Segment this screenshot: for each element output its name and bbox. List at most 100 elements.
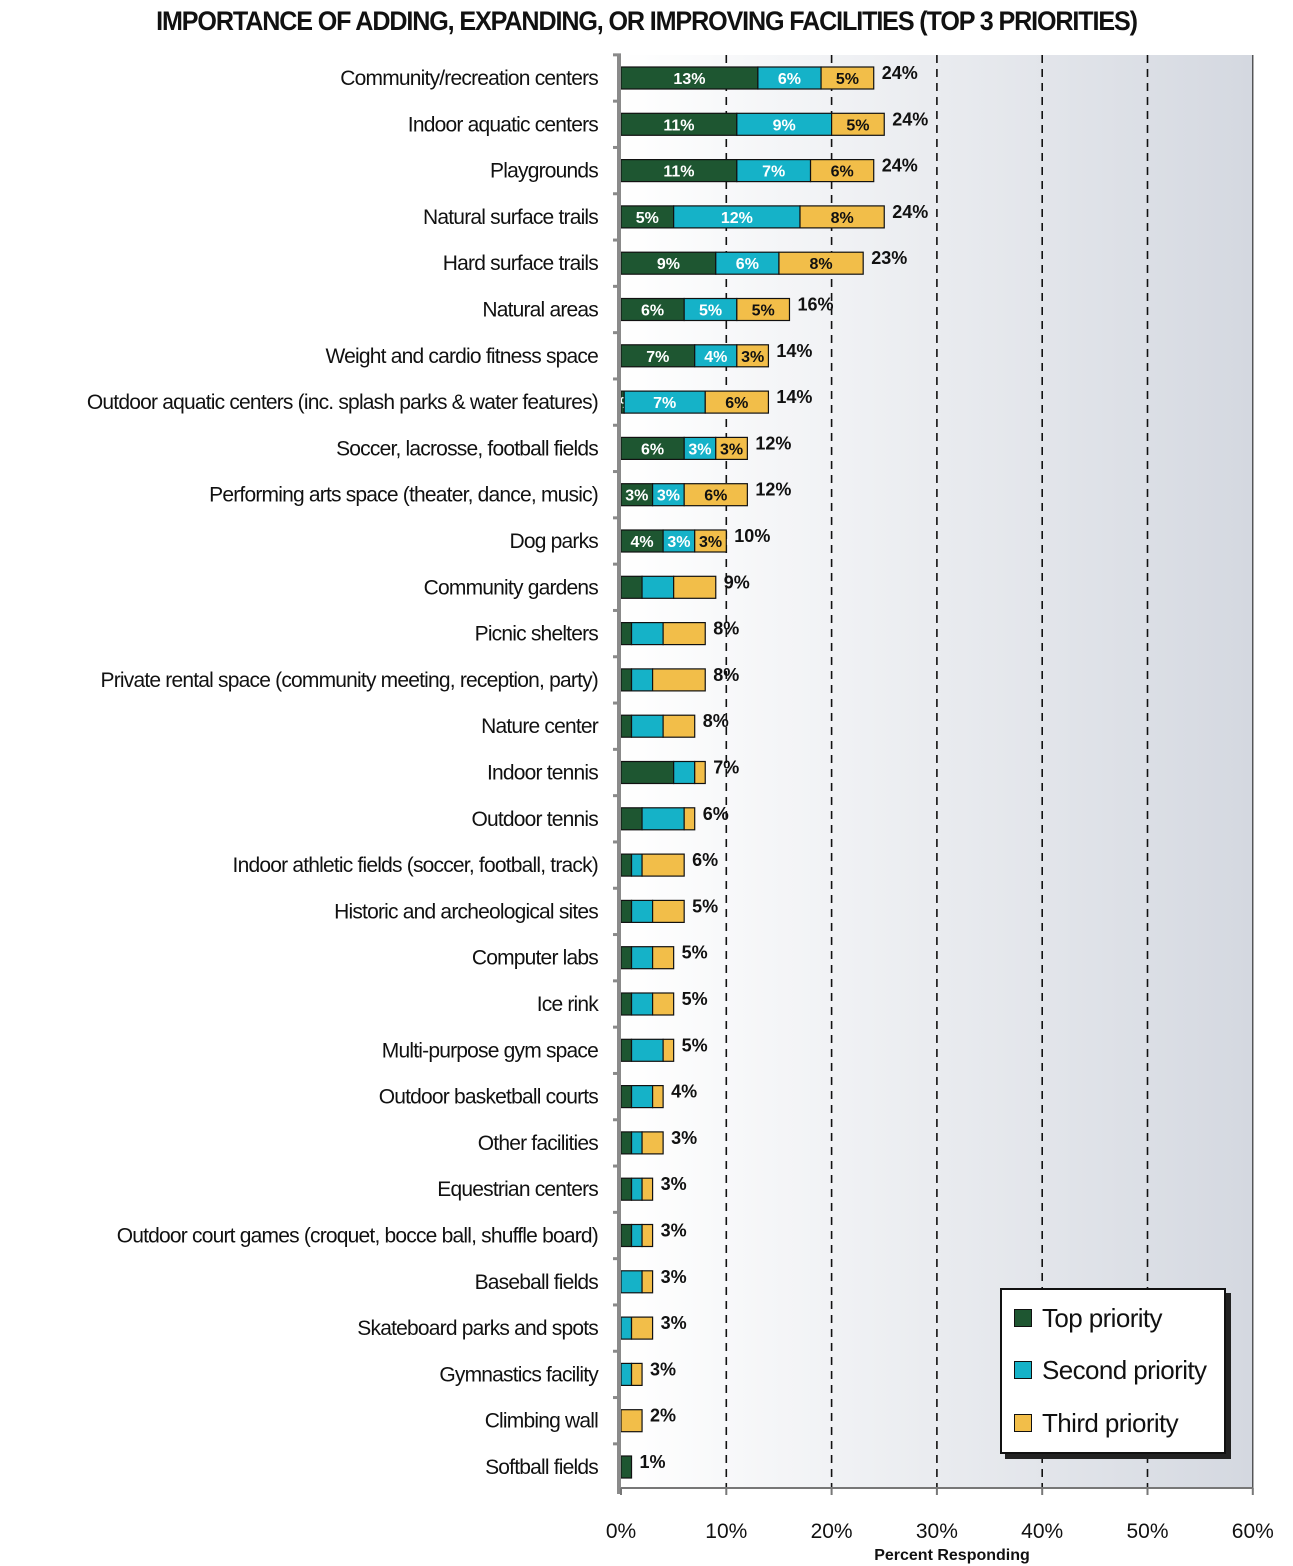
category-label: Softball fields [485,1456,598,1479]
x-tick-label: 0% [606,1520,636,1543]
bar-segment-third [778,251,864,275]
gridlines [725,55,1254,1488]
category-label: Natural surface trails [423,206,598,229]
segment-value-label: 7% [653,395,676,412]
segment-value-label: 3% [657,488,680,505]
bar-segment-second [630,714,664,738]
total-value-label: 3% [661,1313,687,1333]
total-value-label: 12% [755,433,791,453]
category-label: Hard surface trails [443,252,598,275]
bar-segment-third [651,899,685,924]
category-label: Multi-purpose gym space [382,1039,598,1062]
segment-value-label: 6% [704,488,727,505]
bar-segment-second [630,1038,664,1062]
bar-segment-third [641,1270,654,1294]
bar-segment-top [620,575,643,599]
bar-segment-top [620,1455,633,1479]
legend-swatch-top [1014,1309,1032,1327]
bar-segment-second [641,807,685,831]
legend: Top priority Second priority Third prior… [1000,1288,1226,1454]
category-label: Dog parks [509,530,598,553]
total-value-label: 12% [755,480,791,500]
bar-segment-third [715,436,748,460]
bar-segment-top [620,621,633,646]
segment-value-label: 9% [657,256,680,273]
total-value-label: 8% [713,665,739,685]
category-label: Outdoor tennis [471,808,598,831]
segment-value-label: 6% [641,441,664,458]
legend-item-second: Second priority [1014,1350,1207,1390]
category-label: Performing arts space (theater, dance, m… [209,484,598,507]
category-label: Indoor athletic fields (soccer, football… [233,854,598,877]
segment-value-label: 9% [773,117,796,134]
x-axis: 0% 10% 20% 30% 40% 50% 60% Percent Responding [606,53,1274,1564]
category-label: Picnic shelters [475,623,599,646]
category-label: Skateboard parks and spots [357,1317,598,1340]
segment-value-label: 3% [625,488,648,505]
category-label: Climbing wall [485,1410,598,1433]
bar-segment-third [736,297,791,322]
bar-segment-second [673,760,696,785]
bar-segment-third [651,946,675,970]
total-value-label: 5% [682,943,708,963]
segment-value-label: 5% [836,71,859,88]
segment-value-label: 6% [778,71,801,88]
category-label: Playgrounds [490,160,598,183]
legend-label-third: Third priority [1042,1407,1179,1438]
bar-segment-third [683,483,748,507]
category-label: Indoor aquatic centers [408,113,598,136]
total-value-label: 8% [703,711,729,731]
bar-segment-top [620,1223,633,1248]
total-value-label: 2% [650,1406,676,1426]
legend-item-third: Third priority [1014,1403,1179,1443]
legend-swatch-second [1014,1361,1032,1379]
category-label: Community gardens [424,576,599,599]
bar-segment-second [630,621,664,646]
total-value-label: 24% [882,156,918,176]
bar-segment-second [641,575,675,599]
bar-segment-third [662,621,706,646]
total-value-label: 16% [797,295,833,315]
bar-segment-second [630,1084,654,1109]
segment-value-label: 5% [699,303,722,320]
bar-segment-second [620,1316,633,1340]
bar-segment-third [641,1131,664,1155]
x-tick-label: 60% [1232,1520,1274,1543]
segment-value-label: 5% [636,210,659,227]
total-value-label: 5% [682,1035,708,1055]
segment-value-label: 6% [725,395,748,412]
segment-value-label: 12% [721,210,753,227]
bar-segment-third [630,1316,654,1340]
legend-label-second: Second priority [1042,1354,1207,1385]
bar-segment-third [809,159,875,183]
category-label: Ice rink [537,993,600,1016]
category-label: Equestrian centers [437,1178,598,1201]
total-value-label: 1% [640,1452,666,1472]
bar-segment-third [736,344,770,368]
bars: 13% 6% 5% 24% 11% 9% 5% 24% 11% 7% 6% 24% 5% 12% 8% 24%… [611,63,928,1479]
x-tick-label: 10% [705,1520,747,1543]
segment-value-label: 8% [810,256,833,273]
category-label: Other facilities [478,1132,599,1155]
total-value-label: 8% [713,619,739,639]
x-tick-label: 50% [1126,1520,1168,1543]
bar-segment-third [704,390,770,414]
category-label: Baseball fields [475,1271,599,1294]
segment-value-label: 8% [831,210,854,227]
category-label: Community/recreation centers [340,67,598,90]
total-value-label: 23% [871,248,907,268]
bar-segment-third [694,529,727,553]
segment-value-label: 11% [663,117,694,134]
total-value-label: 3% [650,1359,676,1379]
bar-segment-third [641,1177,654,1201]
total-value-label: 9% [724,572,750,592]
segment-value-label: 3% [688,441,711,458]
total-value-label: 3% [661,1267,687,1287]
bar-segment-third [651,992,675,1016]
total-value-label: 24% [882,63,918,83]
bar-segment-top [620,946,633,970]
total-value-label: 6% [703,804,729,824]
bar-segment-top [620,1084,633,1109]
segment-value-label: 4% [704,349,727,366]
category-label: Private rental space (community meeting,… [101,669,599,692]
